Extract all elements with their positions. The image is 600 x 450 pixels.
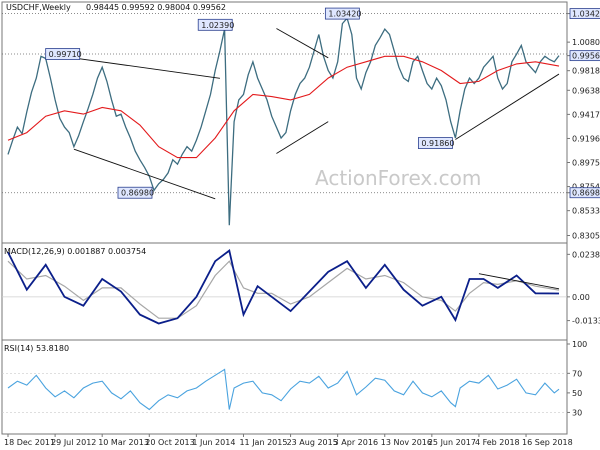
price-ytick-box [569,50,600,62]
price-trendline [276,121,329,154]
price-ytick-label: 0.83055 [572,231,600,240]
rsi-ytick-label: 70 [572,369,582,378]
annotation-label: 1.03420 [328,10,361,19]
x-tick-label: 10 Mar 2013 [98,438,149,447]
x-tick-label: 16 Sep 2018 [522,438,573,447]
macd-ytick-label: -0.013346 [572,317,600,326]
macd-trendline [478,273,560,290]
x-tick-label: 3 Apr 2016 [334,438,378,447]
price-ytick-label: 0.85335 [572,207,600,216]
x-tick-label: 20 Oct 2013 [145,438,194,447]
price-trendline [276,28,329,59]
annotation-label: 0.86980 [121,189,154,198]
annotation-box [417,137,453,149]
x-tick-label: 1 Jun 2014 [192,438,235,447]
watermark: ActionForex.com [315,166,481,190]
price-ytick-box [569,8,600,19]
x-tick-label: 13 Nov 2016 [381,438,432,447]
macd-label: MACD(12,26,9) 0.001887 0.003754 [4,247,146,256]
price-ytick-label: 0.89755 [572,158,600,167]
x-tick-label: 18 Dec 2011 [4,438,55,447]
price-ytick-label: 0.86980 [572,189,600,198]
annotation-box [197,18,233,31]
annotation-box [324,7,360,20]
rsi-panel: 100 70 50 30 [1,339,587,435]
rsi-frame [1,339,568,435]
price-ytick-label: 0.87545 [572,183,600,192]
macd-signal-line [7,260,560,319]
price-series-line [7,16,560,226]
x-tick-label: 4 Feb 2018 [475,438,520,447]
annotation-box [45,48,81,60]
rsi-ytick-label: 100 [572,340,587,349]
annotation-label: 1.02390 [201,21,234,30]
price-ytick-label: 0.99562 [572,52,600,61]
moving-average-line [7,55,560,159]
header-symbol: USDCHF,Weekly [6,3,71,12]
rsi-line [7,368,560,411]
price-trendline [455,73,560,140]
x-tick-label: 25 Jun 2017 [428,438,476,447]
x-tick-label: 29 Jul 2012 [51,438,96,447]
annotation-label: 0.99710 [49,50,82,59]
price-ytick-box [569,187,600,199]
x-tick-label: 23 Aug 2015 [287,438,338,447]
macd-panel: 0.023873 0.00 -0.013346 [1,242,600,341]
annotation-box [117,186,153,199]
macd-line [7,249,560,325]
x-tick-label: 11 Jan 2015 [239,438,287,447]
price-trendline [73,148,216,200]
annotation-label: 0.91860 [421,139,454,148]
rsi-ytick-label: 30 [572,408,582,417]
macd-ytick-label: 0.023873 [572,250,600,259]
rsi-ytick-label: 50 [572,389,582,398]
rsi-label: RSI(14) 53.8180 [4,344,69,353]
macd-ytick-label: 0.00 [572,293,590,302]
header-values: 0.98445 0.99592 0.98004 0.99562 [86,3,226,12]
price-ytick-label: 1.03420 [572,10,600,19]
